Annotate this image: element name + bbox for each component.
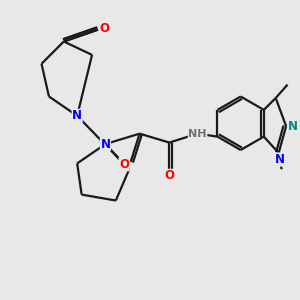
- Text: O: O: [100, 22, 110, 34]
- Text: N: N: [288, 120, 298, 133]
- Text: O: O: [119, 158, 129, 171]
- Text: N: N: [72, 109, 82, 122]
- Text: N: N: [100, 138, 110, 151]
- Text: NH: NH: [188, 129, 207, 139]
- Text: O: O: [164, 169, 174, 182]
- Text: N: N: [275, 153, 285, 166]
